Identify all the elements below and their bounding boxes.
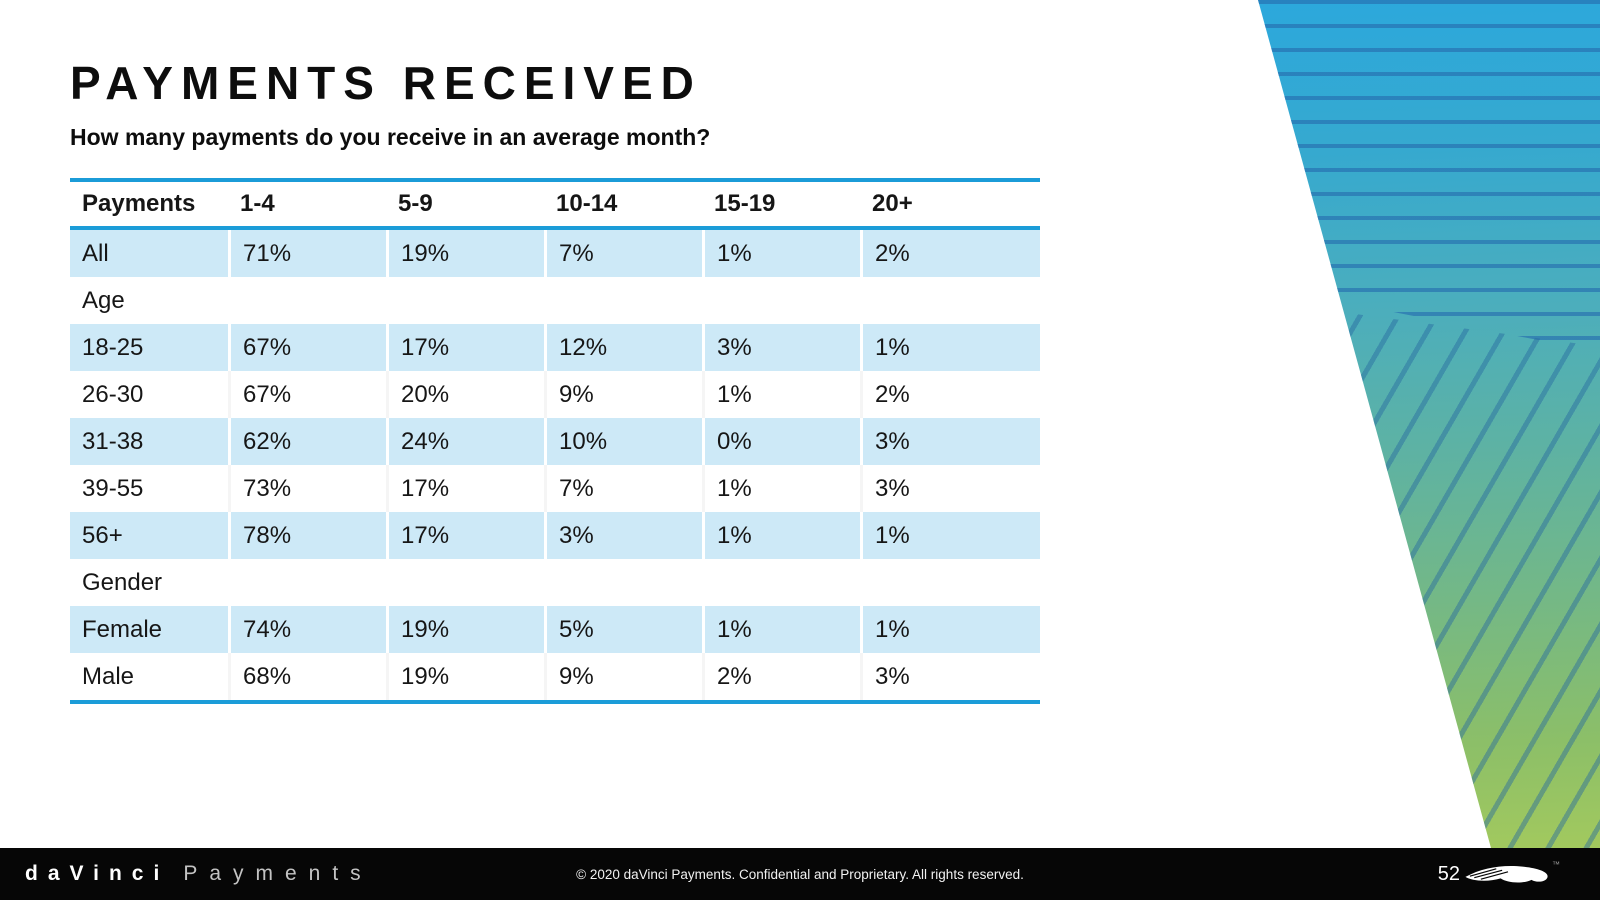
row-label: Male [82,662,135,690]
column-header: 20+ [872,190,913,217]
row-label: 26-30 [82,380,144,408]
table-body: All 71% 19% 7% 1% 2% Age 18-25 67% 17% 12% 3% 1% 26-3… [70,230,1040,704]
table-cell: 1% [860,606,1040,653]
slide-subtitle: How many payments do you receive in an a… [70,124,711,150]
table-cell: 19% [386,230,544,277]
table-cell: 2% [702,653,860,700]
table-cell: 67% [228,371,386,418]
table-section-row: Age [70,277,1040,324]
table-cell: 24% [386,418,544,465]
page-number: 52 [1437,862,1460,885]
column-header: 15-19 [714,190,776,217]
table-row: 56+ 78% 17% 3% 1% 1% [70,512,1040,559]
table-cell: 1% [702,606,860,653]
table-cell: 9% [544,653,702,700]
table-cell: 1% [702,465,860,512]
copyright-text: © 2020 daVinci Payments. Confidential an… [576,866,1024,882]
footer-bar: daVinci Payments © 2020 daVinci Payments… [0,848,1600,900]
row-label: 56+ [82,521,123,549]
row-label: Age [82,286,125,314]
table-cell: 1% [860,512,1040,559]
table-row: 18-25 67% 17% 12% 3% 1% [70,324,1040,371]
row-label: Female [82,615,163,643]
table-cell: 17% [386,512,544,559]
row-label: Gender [82,568,163,596]
row-label: 31-38 [82,427,144,455]
table-row: 26-30 67% 20% 9% 1% 2% [70,371,1040,418]
horizontal-stripes-pattern [1258,0,1600,352]
table-cell: 68% [228,653,386,700]
table-cell: 71% [228,230,386,277]
table-cell: 7% [544,465,702,512]
table-cell: 7% [544,230,702,277]
brand-name-light: Payments [183,862,373,885]
table-section-row: Gender [70,559,1040,606]
trademark-symbol: ™ [1552,860,1560,869]
table-cell: 1% [702,371,860,418]
table-row: Female 74% 19% 5% 1% 1% [70,606,1040,653]
table-cell: 78% [228,512,386,559]
table-cell: 73% [228,465,386,512]
table-cell: 19% [386,653,544,700]
column-header: 1-4 [240,190,275,217]
table-cell: 62% [228,418,386,465]
table-cell: 74% [228,606,386,653]
diagonal-stripes-pattern [1258,293,1600,848]
table-header-row: Payments 1-4 5-9 10-14 15-19 20+ [70,182,1040,230]
table-cell: 5% [544,606,702,653]
row-label: 39-55 [82,474,144,502]
table-cell: 2% [860,230,1040,277]
table-cell: 2% [860,371,1040,418]
swoosh-logo-icon [1465,865,1548,883]
table-cell: 3% [860,653,1040,700]
page-title: PAYMENTS RECEIVED [70,57,702,109]
table-cell: 10% [544,418,702,465]
table-row: 31-38 62% 24% 10% 0% 3% [70,418,1040,465]
table-cell: 3% [544,512,702,559]
table-cell: 9% [544,371,702,418]
table-cell: 0% [702,418,860,465]
table-row: Male 68% 19% 9% 2% 3% [70,653,1040,700]
table-cell: 3% [702,324,860,371]
brand-logo: daVinci Payments [25,848,373,900]
brand-name-bold: daVinci [25,862,170,885]
table-cell: 19% [386,606,544,653]
column-header: 5-9 [398,190,433,217]
table-cell: 1% [860,324,1040,371]
payments-table: Payments 1-4 5-9 10-14 15-19 20+ All 71% 19% 7% 1… [70,178,1040,704]
table-cell: 1% [702,512,860,559]
row-label: 18-25 [82,333,144,361]
table-cell: 1% [702,230,860,277]
column-header: 10-14 [556,190,618,217]
row-label: All [82,239,109,267]
table-cell: 3% [860,418,1040,465]
table-row: 39-55 73% 17% 7% 1% 3% [70,465,1040,512]
table-cell: 3% [860,465,1040,512]
column-header: Payments [82,190,196,217]
table-cell: 20% [386,371,544,418]
table-row: All 71% 19% 7% 1% 2% [70,230,1040,277]
table-cell: 17% [386,324,544,371]
table-cell: 12% [544,324,702,371]
table-cell: 17% [386,465,544,512]
table-cell: 67% [228,324,386,371]
